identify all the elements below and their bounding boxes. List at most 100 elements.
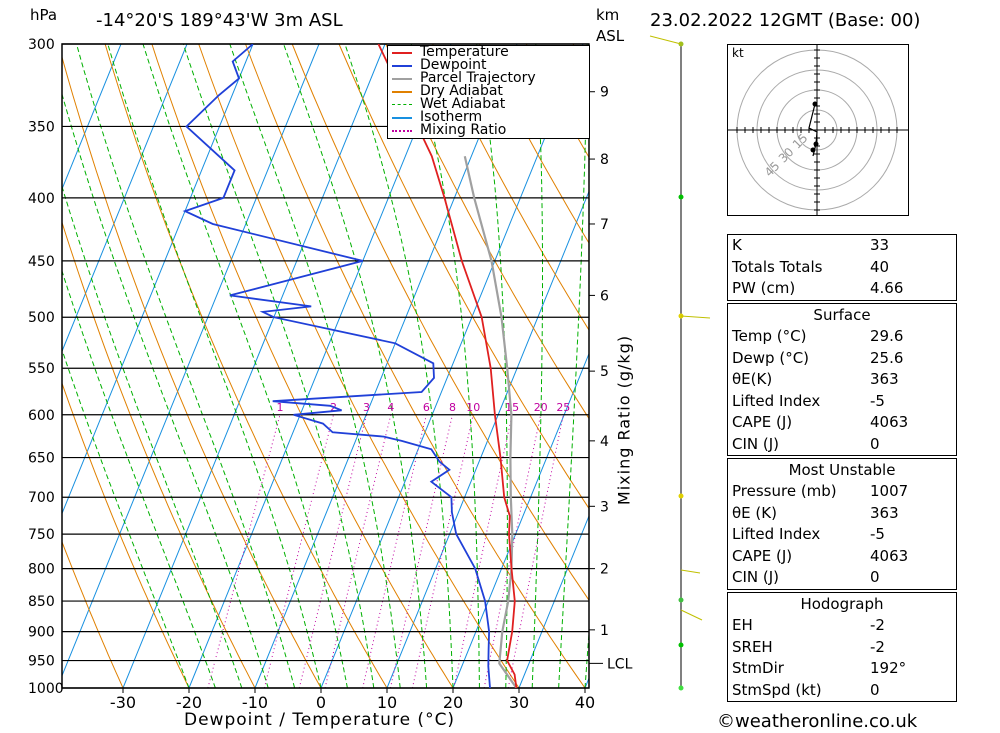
temp-tick-label: -10 <box>242 693 268 712</box>
legend: Temperature Dewpoint Parcel Trajectory Dry … <box>387 45 590 139</box>
row-value: 0 <box>870 568 880 586</box>
pressure-tick-label: 750 <box>28 527 55 543</box>
dry-adiabat-line <box>385 44 589 420</box>
y2-axis-label: Mixing Ratio (g/kg) <box>614 334 634 506</box>
parcel-trajectory-line <box>463 155 518 688</box>
isotherm-line <box>386 190 589 688</box>
wind-barb <box>649 35 682 45</box>
row-label: Temp (°C) <box>732 327 807 345</box>
dry-adiabat-line <box>338 44 589 510</box>
km-tick-label: 4 <box>600 434 609 450</box>
legend-swatch <box>392 77 412 80</box>
row-value: -2 <box>870 616 885 634</box>
table-row: Dewp (°C) 25.6 <box>728 348 956 370</box>
wet-adiabat-line <box>531 44 543 688</box>
hodo-unit: kt <box>732 46 744 60</box>
mixing-ratio-label: 4 <box>387 401 394 414</box>
asl-unit: ASL <box>596 27 625 45</box>
plot-frame <box>61 43 590 689</box>
pressure-tick-label: 850 <box>28 594 55 610</box>
dry-adiabat-line <box>198 44 520 688</box>
row-label: StmSpd (kt) <box>732 680 822 699</box>
dry-adiabat-line <box>62 55 322 688</box>
pressure-tick-label: 300 <box>28 37 55 53</box>
x-axis-label: Dewpoint / Temperature (°C) <box>184 710 456 730</box>
wet-adiabat-line <box>410 44 480 688</box>
isotherm-line <box>188 44 452 688</box>
isotherm-line <box>122 44 386 688</box>
surface-block: Surface Temp (°C) 29.6 Dewp (°C) 25.6 θE(K) 36… <box>727 303 957 456</box>
temp-tick-label: -30 <box>110 693 136 712</box>
legend-label: Parcel Trajectory <box>420 70 536 86</box>
dry-adiabat-line <box>62 540 124 688</box>
row-value: -2 <box>870 637 885 656</box>
wind-barb <box>680 569 701 574</box>
table-row: θE (K) 363 <box>728 503 956 525</box>
wind-barb <box>680 315 711 319</box>
table-row: EH -2 <box>728 615 956 637</box>
row-label: EH <box>732 616 753 634</box>
section-title: Hodograph <box>800 595 884 613</box>
dewpoint-line <box>182 44 491 688</box>
row-value: 29.6 <box>870 327 904 345</box>
wind-level-dot <box>678 642 684 648</box>
isotherm-line <box>62 44 254 515</box>
row-label: SREH <box>732 637 773 656</box>
row-label: CIN (J) <box>732 434 780 453</box>
row-label: θE (K) <box>732 503 777 522</box>
row-value: 4063 <box>870 413 909 431</box>
pressure-tick-label: 1000 <box>28 681 64 697</box>
lcl-label: LCL <box>607 656 633 672</box>
pressure-unit: hPa <box>30 6 58 24</box>
legend-label: Isotherm <box>420 109 483 125</box>
mixing-ratio-label: 6 <box>423 401 430 414</box>
pressure-tick-label: 350 <box>28 119 55 135</box>
legend-item: Parcel Trajectory <box>388 70 589 86</box>
temp-tick-label: 0 <box>316 693 326 712</box>
row-label: Lifted Index <box>732 391 821 410</box>
mixing-ratio-label: 15 <box>505 401 519 414</box>
row-label: CIN (J) <box>732 568 780 586</box>
hodo-point <box>810 147 816 153</box>
table-row: StmDir 192° <box>728 658 956 680</box>
pressure-tick-label: 800 <box>28 562 55 578</box>
indices-block: K 33 Totals Totals 40 PW (cm) 4.66 <box>727 234 957 301</box>
pressure-tick-label: 500 <box>28 310 55 326</box>
wind-level-dot <box>678 493 684 499</box>
pressure-tick-label: 950 <box>28 654 55 670</box>
temp-tick-label: 20 <box>443 693 463 712</box>
section-title: Surface <box>813 306 871 324</box>
temp-tick-label: 30 <box>509 693 529 712</box>
isotherm-line <box>452 352 589 688</box>
pressure-tick-label: 650 <box>28 451 55 467</box>
table-row: Totals Totals 40 <box>728 257 956 279</box>
mixing-ratio-label: 8 <box>449 401 456 414</box>
hodograph-block: Hodograph EH -2 SREH -2 StmDir 192° StmSpd (kt)… <box>727 592 957 702</box>
isotherm-line <box>62 44 188 353</box>
mixing-ratio-line <box>453 414 513 688</box>
row-label: Lifted Index <box>732 525 821 543</box>
legend-swatch <box>392 51 412 54</box>
table-row: CIN (J) 0 <box>728 434 956 456</box>
row-label: StmDir <box>732 659 784 677</box>
mixing-ratio-line <box>207 414 281 688</box>
table-row: StmSpd (kt) 0 <box>728 680 956 702</box>
hodo-point <box>812 101 818 107</box>
row-label: Pressure (mb) <box>732 482 837 500</box>
pressure-tick-label: 700 <box>28 490 55 506</box>
table-row: CAPE (J) 4063 <box>728 546 956 568</box>
credit-text: ©weatheronline.co.uk <box>717 711 918 732</box>
temp-tick-label: 40 <box>575 693 595 712</box>
km-tick-label: 9 <box>600 85 609 101</box>
row-value: -5 <box>870 391 885 410</box>
row-label: PW (cm) <box>732 279 796 297</box>
table-row: Pressure (mb) 1007 <box>728 481 956 503</box>
table-row: Lifted Index -5 <box>728 524 956 546</box>
row-label: K <box>732 236 742 254</box>
row-label: Totals Totals <box>732 257 823 276</box>
table-row: Temp (°C) 29.6 <box>728 326 956 348</box>
pressure-tick-label: 600 <box>28 408 55 424</box>
row-label: θE(K) <box>732 370 773 388</box>
